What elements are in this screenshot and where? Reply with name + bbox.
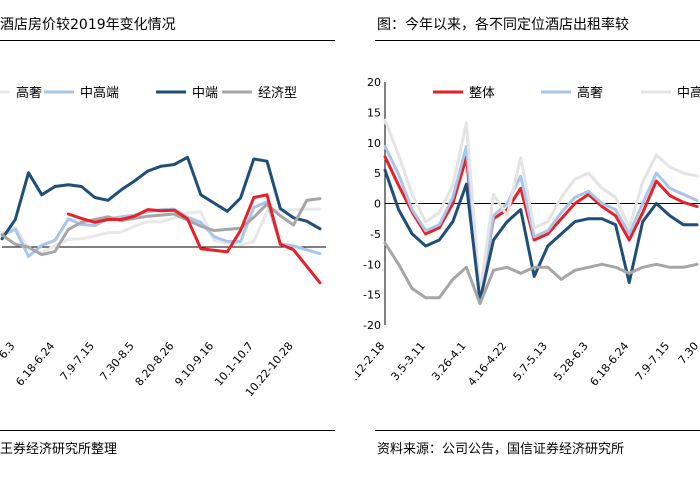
- left-x-tick-label: 7.9-7.15: [58, 340, 98, 384]
- left-x-tick-label: 7.30-8.5: [97, 340, 137, 384]
- right-y-tick-label: -5: [370, 228, 381, 241]
- right-series-line-: [383, 118, 699, 297]
- right-x-tick-label: 7.30: [676, 340, 700, 367]
- left-x-tick-label: 8.20-8.26: [133, 340, 177, 389]
- right-legend-label-: 中高: [677, 85, 700, 101]
- left-chart-title: 酒店房价较2019年变化情况: [0, 17, 176, 33]
- right-chart-title: 图：今年以来，各不同定位酒店出租率较: [377, 17, 629, 33]
- right-y-tick-label: -15: [363, 289, 381, 302]
- right-x-tick-label: 2.12-2.18: [355, 340, 387, 389]
- right-y-tick-label: 15: [367, 106, 381, 119]
- left-x-tick-label: 9.10-9.16: [172, 340, 216, 389]
- right-x-tick-label: 3.5-3.11: [388, 340, 428, 384]
- right-x-tick-label: 3.26-4.1: [429, 340, 469, 384]
- right-series-line-: [383, 144, 699, 300]
- right-legend-label-: 高奢: [577, 85, 603, 101]
- right-x-tick-label: 4.16-4.22: [465, 340, 509, 389]
- right-y-tick-label: 20: [367, 76, 381, 89]
- right-legend-label-: 整体: [469, 86, 495, 101]
- left-title-rule: [0, 40, 335, 41]
- left-source-note: 王券经济研究所整理: [0, 442, 118, 457]
- right-title-rule: [375, 40, 700, 41]
- left-legend-label-: 中端: [192, 86, 218, 101]
- left-source-rule: [0, 430, 335, 431]
- right-series-line-: [383, 155, 699, 297]
- left-x-tick-label: 10.1-10.7: [212, 340, 256, 389]
- left-chart-panel: 酒店房价较2019年变化情况 6.3 6.18-6.24 7.9-7.15 7.30-…: [0, 0, 345, 500]
- right-series-line-: [383, 241, 699, 306]
- right-chart-panel: 图：今年以来，各不同定位酒店出租率较 20 15 10 5 0 -5 -10 -15 -20 2.…: [355, 0, 700, 500]
- left-legend-label-: 高奢: [16, 85, 42, 101]
- left-series-line-: [0, 155, 322, 241]
- left-x-tick-label: 6.3: [0, 340, 18, 362]
- right-series-line-: [383, 168, 699, 303]
- right-y-tick-label: -20: [363, 319, 381, 332]
- left-legend-label-: 中高端: [80, 85, 119, 101]
- left-line-chart: 6.36.18-6.24 7.9-7.15 7.30-8.58.20-8.269.1…: [0, 85, 326, 399]
- right-y-tick-label: 5: [374, 167, 381, 180]
- left-legend-label-: 经济型: [258, 86, 297, 101]
- left-series-line-: [0, 197, 322, 257]
- right-x-tick-label: 6.18-6.24: [587, 340, 631, 389]
- right-line-chart: 20 15 10 5 0 -5 -10 -15 -20 2.12-2.18 3.5-3.11 3.26…: [355, 76, 700, 389]
- left-x-tick-label: 6.18-6.24: [13, 340, 57, 389]
- right-source-rule: [375, 430, 700, 431]
- right-source-note: 资料来源：公司公告，国信证券经济研究所: [377, 442, 625, 457]
- right-y-tick-label: 0: [374, 198, 381, 211]
- right-x-tick-label: 5.7-5.13: [511, 340, 551, 384]
- left-series-line-: [66, 193, 322, 285]
- right-x-tick-label: 7.9-7.15: [633, 340, 673, 384]
- right-x-tick-label: 5.28-6.3: [551, 340, 591, 384]
- right-y-tick-label: 10: [367, 137, 381, 150]
- left-series-line-: [0, 207, 322, 254]
- right-y-tick-label: -10: [363, 258, 381, 271]
